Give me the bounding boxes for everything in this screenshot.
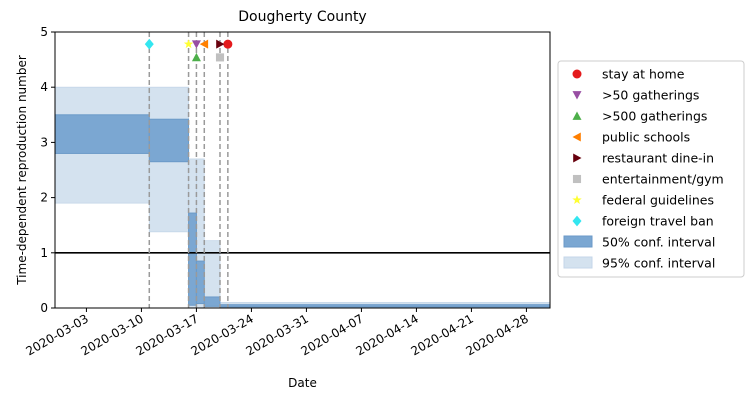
ci50-band	[54, 114, 150, 154]
legend: stay at home >50 gatherings >500 gathering…	[557, 60, 745, 278]
legend-ci95-swatch	[563, 256, 593, 269]
legend-ci95-label: 95% conf. interval	[602, 256, 715, 271]
x-tick-label: 2020-04-28	[464, 311, 531, 358]
y-axis: 0 1 2 3 4 5	[40, 25, 55, 315]
ci50-band	[188, 212, 197, 306]
y-tick-label: 4	[40, 80, 48, 94]
plot-frame	[54, 31, 551, 309]
legend-label: public schools	[602, 130, 690, 145]
y-tick-label: 2	[40, 191, 48, 205]
intervention-marker	[215, 53, 225, 62]
ci50-band	[203, 296, 221, 307]
legend-label: foreign travel ban	[602, 214, 714, 229]
legend-frame	[557, 60, 745, 278]
legend-label: federal guidelines	[602, 193, 714, 208]
intervention-marker	[144, 38, 154, 50]
y-axis-label: Time-dependent reproduction number	[15, 55, 29, 286]
intervention-marker	[183, 39, 194, 49]
y-tick-label: 3	[40, 135, 48, 149]
legend-ci50-swatch	[563, 235, 593, 248]
legend-marker	[572, 215, 582, 227]
legend-label: entertainment/gym	[602, 172, 724, 187]
legend-marker	[572, 195, 582, 204]
y-tick-label: 1	[40, 246, 48, 260]
legend-ci50-label: 50% conf. interval	[602, 235, 715, 250]
ci50-band	[148, 118, 190, 163]
legend-marker	[572, 69, 582, 79]
chart-title: Dougherty County	[238, 9, 366, 25]
x-axis-label: Date	[288, 376, 317, 390]
intervention-marker	[199, 39, 209, 49]
ci50-band	[195, 260, 205, 305]
legend-marker	[573, 153, 582, 163]
ci50-band	[219, 304, 551, 308]
intervention-marker	[216, 39, 225, 49]
legend-label: restaurant dine-in	[602, 151, 714, 166]
legend-label: stay at home	[602, 67, 685, 82]
intervention-lines	[148, 32, 229, 308]
ci50-layer	[54, 114, 551, 308]
y-tick-label: 0	[40, 301, 48, 315]
x-axis: 2020-03-032020-03-102020-03-172020-03-24…	[24, 308, 531, 358]
legend-marker	[572, 132, 581, 142]
legend-label: >50 gatherings	[602, 88, 699, 103]
legend-marker	[572, 111, 582, 120]
y-tick-label: 5	[40, 25, 48, 39]
legend-marker	[572, 91, 582, 100]
intervention-marker	[191, 40, 201, 49]
intervention-marker	[223, 39, 233, 49]
legend-label: >500 gatherings	[602, 109, 707, 124]
intervention-markers	[144, 38, 233, 62]
intervention-marker	[191, 52, 201, 62]
legend-marker	[572, 174, 582, 184]
